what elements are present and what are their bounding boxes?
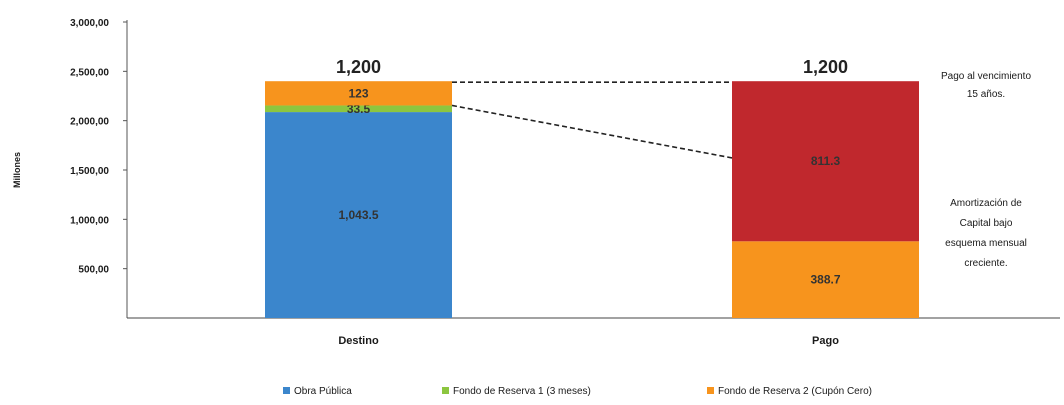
y-tick-label: 1,500,00 [70,166,109,177]
bar-segment [265,105,452,113]
legend-label: Fondo de Reserva 2 (Cupón Cero) [718,386,872,397]
annotation-text: Capital bajo [960,218,1013,229]
bar-segment [732,241,919,318]
data-label: 123 [348,86,368,100]
x-tick-label: Pago [812,335,839,347]
data-label: 388.7 [810,273,840,287]
y-tick-label: 2,500,00 [70,67,109,78]
y-tick-label: 1,000,00 [70,215,109,226]
y-axis-label: Millones [12,152,22,188]
x-tick-label: Destino [338,335,379,347]
legend-swatch [442,387,449,394]
data-label: 811.3 [811,154,841,168]
annotation-text: 15 años. [967,89,1005,100]
annotation-text: Amortización de [950,198,1022,209]
annotation-text: creciente. [964,258,1007,269]
data-label: 1,043.5 [338,208,378,222]
annotation-text: esquema mensual [945,238,1027,249]
legend-label: Fondo de Reserva 1 (3 meses) [453,386,591,397]
connector-line [451,104,733,159]
legend-swatch [707,387,714,394]
legend-swatch [283,387,290,394]
bar-total-label: 1,200 [803,57,848,77]
bar-segment [265,81,452,106]
legend-label: Obra Pública [294,386,352,397]
annotation-text: Pago al vencimiento [941,71,1031,82]
bar-segment [732,81,919,242]
y-tick-label: 2,000,00 [70,117,109,128]
bar-total-label: 1,200 [336,57,381,77]
y-tick-label: 500,00 [78,265,109,276]
bar-segment [265,112,452,318]
y-tick-label: 3,000,00 [70,18,109,29]
